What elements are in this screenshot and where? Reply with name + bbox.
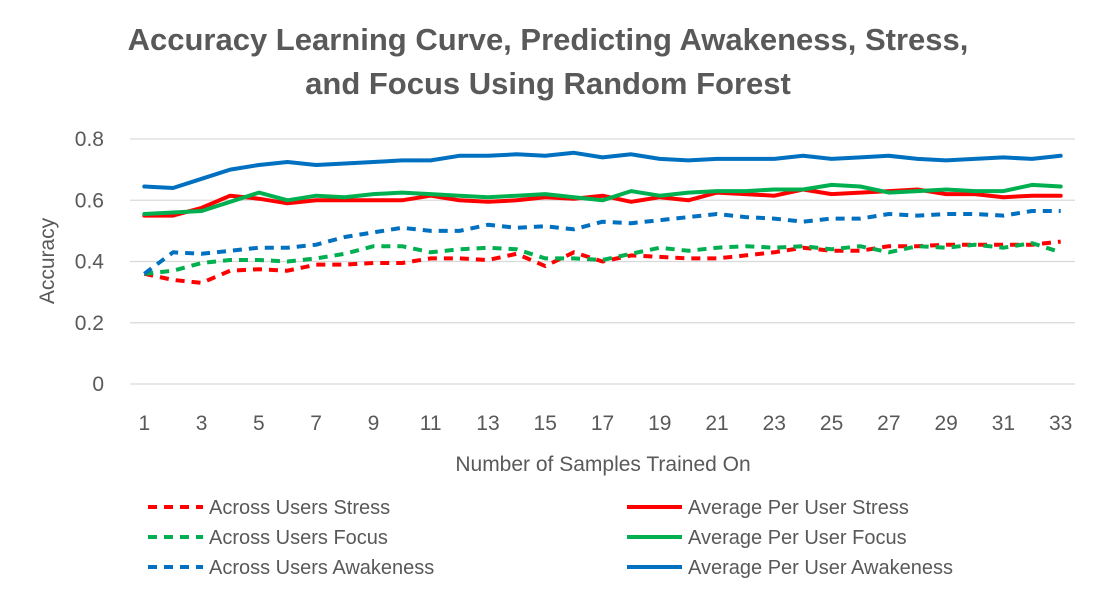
chart-title-line-1: Accuracy Learning Curve, Predicting Awak… <box>127 22 969 57</box>
y-tick-label: 0.2 <box>75 312 104 335</box>
x-tick-label: 33 <box>1049 412 1072 435</box>
x-tick-label: 25 <box>820 412 843 435</box>
x-axis-ticks: 1 3 5 7 9 11 13 15 17 19 21 23 25 27 29 31 33 <box>138 412 1072 435</box>
y-axis-ticks: 0 0.2 0.4 0.6 0.8 <box>75 128 105 396</box>
series-line-across-users-focus <box>144 241 1062 276</box>
y-tick-label: 0 <box>92 373 104 396</box>
series-line-across-users-stress <box>143 239 1061 285</box>
x-axis-label: Number of Samples Trained On <box>455 453 750 476</box>
chart-title: Accuracy Learning Curve, Predicting Awak… <box>0 18 1096 106</box>
x-tick-label: 19 <box>648 412 671 435</box>
y-tick-label: 0.4 <box>75 251 105 274</box>
x-tick-label: 1 <box>138 412 150 435</box>
y-tick-label: 0.6 <box>75 189 104 212</box>
y-tick-label: 0.8 <box>75 128 104 151</box>
legend-label: Across Users Focus <box>209 527 388 549</box>
chart-title-line-2: and Focus Using Random Forest <box>305 66 791 101</box>
y-axis-label: Accuracy <box>36 217 59 304</box>
x-tick-label: 29 <box>934 412 957 435</box>
x-tick-label: 23 <box>763 412 786 435</box>
x-tick-label: 11 <box>420 412 442 435</box>
legend-label: Average Per User Awakeness <box>688 557 953 579</box>
x-tick-label: 7 <box>310 412 322 435</box>
legend-label: Average Per User Focus <box>688 527 907 549</box>
legend-label: Average Per User Stress <box>688 497 909 519</box>
legend-label: Across Users Stress <box>209 497 390 519</box>
legend: Across Users Stress Average Per User Stre… <box>148 497 953 579</box>
series-line-average-per-user-focus <box>142 182 1063 216</box>
x-tick-label: 9 <box>368 412 380 435</box>
series-lines <box>142 150 1063 285</box>
series-line-average-per-user-stress <box>142 187 1063 218</box>
x-tick-label: 5 <box>253 412 265 435</box>
series-line-average-per-user-awakeness <box>142 150 1063 190</box>
x-tick-label: 13 <box>476 412 499 435</box>
x-tick-label: 17 <box>591 412 614 435</box>
x-tick-label: 21 <box>705 412 728 435</box>
x-tick-label: 15 <box>534 412 557 435</box>
legend-label: Across Users Awakeness <box>209 557 434 579</box>
series-line-across-users-awakeness <box>143 209 1061 276</box>
x-tick-label: 3 <box>196 412 208 435</box>
x-tick-label: 31 <box>992 412 1015 435</box>
x-tick-label: 27 <box>877 412 900 435</box>
